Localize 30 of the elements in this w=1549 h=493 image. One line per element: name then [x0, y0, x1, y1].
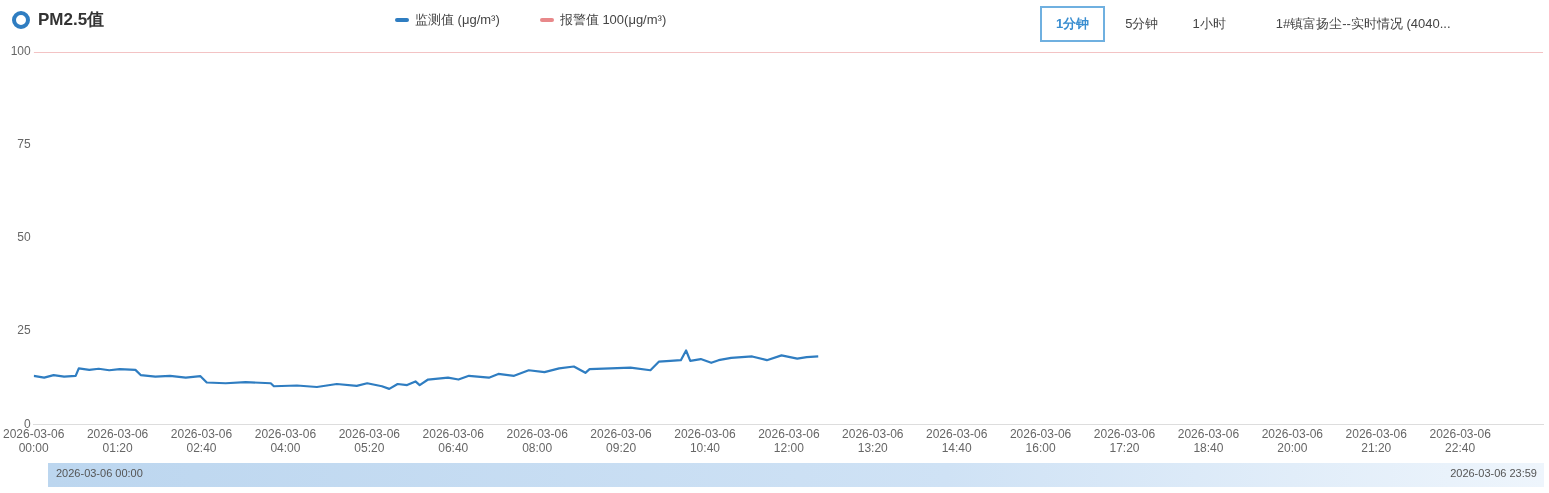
- text: 5分钟: [1124, 15, 1160, 33]
- y-tick-label: 75: [17, 137, 32, 152]
- text: 2026-03-06 00:00: [56, 467, 143, 479]
- x-tick-label: 2026-03-06 02:40: [170, 426, 233, 456]
- text: 2026-03-06 23:59: [1450, 467, 1537, 479]
- x-tick-label: 2026-03-06 05:20: [338, 426, 401, 456]
- legend-label: 监测值 (μg/m³): [415, 11, 500, 29]
- x-tick-label: 2026-03-06 18:40: [1177, 426, 1240, 456]
- x-tick-label: 2026-03-06 13:20: [842, 426, 904, 456]
- x-tick-label: 2026-03-06 22:40: [1429, 426, 1492, 456]
- x-tick-label: 2026-03-06 17:20: [1093, 426, 1156, 456]
- x-tick-label: 2026-03-06 04:00: [254, 426, 317, 456]
- y-tick-label: 50: [17, 230, 32, 245]
- y-tick-label: 25: [17, 323, 32, 338]
- text: 1分钟: [1040, 6, 1106, 42]
- x-tick-label: 2026-03-06 09:20: [590, 426, 653, 456]
- legend-label: 报警值 100(μg/m³): [559, 11, 667, 29]
- x-tick-label: 2026-03-06 08:00: [506, 426, 569, 456]
- x-tick-label: 2026-03-06 16:00: [1009, 426, 1072, 456]
- x-tick-label: 2026-03-06 06:40: [422, 426, 485, 456]
- chart-title: PM2.5值: [38, 9, 105, 31]
- x-tick-label: 2026-03-06 14:40: [925, 426, 988, 456]
- x-tick-label: 2026-03-06 20:00: [1261, 426, 1324, 456]
- text: 1小时: [1191, 15, 1227, 33]
- y-tick-label: 100: [10, 44, 32, 59]
- x-tick-label: 2026-03-06 21:20: [1345, 426, 1408, 456]
- text: 1#镇富扬尘--实时情况 (4040...: [1274, 15, 1452, 33]
- x-tick-label: 2026-03-06 01:20: [86, 426, 149, 456]
- x-tick-label: 2026-03-06 10:40: [674, 426, 736, 456]
- x-tick-label: 2026-03-06 12:00: [758, 426, 820, 456]
